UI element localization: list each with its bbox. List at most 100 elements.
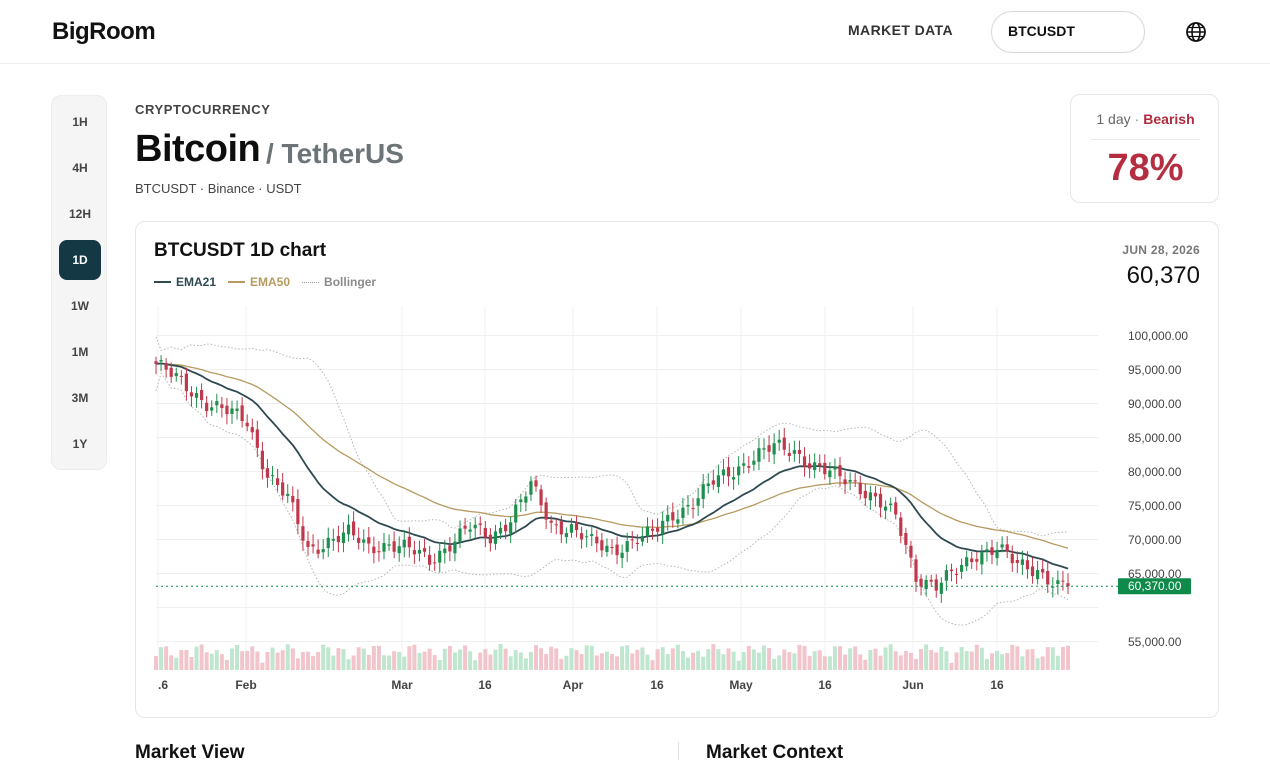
candle-body — [620, 552, 624, 558]
nav-market-data[interactable]: MARKET DATA — [848, 22, 953, 38]
volume-bar — [934, 652, 939, 670]
candle-body — [585, 536, 589, 538]
volume-bar — [990, 653, 994, 670]
volume-bar — [447, 645, 452, 670]
ema50-line — [155, 363, 1069, 549]
legend-ema21[interactable]: EMA21 — [154, 275, 216, 289]
timeframe-1d[interactable]: 1D — [59, 240, 101, 280]
candle-body — [894, 502, 898, 515]
x-tick-label: May — [729, 678, 753, 692]
candle-body — [681, 507, 685, 519]
price-chart[interactable]: 100,000.00 95,000.00 90,000.00 85,000.00 80,… — [136, 222, 1218, 717]
candle-body — [944, 570, 948, 581]
volume-bar — [280, 650, 285, 670]
candle-body — [519, 499, 523, 503]
candle-body — [1051, 586, 1055, 588]
y-tick-label: 75,000.00 — [1128, 499, 1182, 513]
candle-body — [524, 496, 528, 503]
timeframe-1m[interactable]: 1M — [71, 345, 89, 359]
timeframe-4h[interactable]: 4H — [72, 161, 88, 175]
candle-body — [504, 524, 508, 532]
candle-body — [326, 537, 330, 549]
y-tick-label: 70,000.00 — [1128, 533, 1182, 547]
x-tick-label: Mar — [391, 678, 413, 692]
volume-bar — [346, 659, 351, 670]
candle-body — [899, 517, 903, 536]
legend-ema50[interactable]: EMA50 — [228, 275, 290, 289]
volume-bar — [326, 647, 331, 670]
candle-body — [676, 519, 680, 524]
volume-bar — [762, 645, 766, 670]
candle-body — [605, 545, 609, 552]
y-tick-label: 90,000.00 — [1128, 397, 1182, 411]
candle-body — [828, 470, 832, 478]
candle-body — [742, 463, 746, 466]
volume-bar — [387, 655, 392, 670]
volume-bar — [604, 651, 609, 670]
candle-body — [514, 504, 518, 523]
candle-body — [352, 521, 356, 536]
candle-body — [407, 536, 411, 548]
candle-body — [422, 548, 427, 552]
symbol-search-input[interactable] — [1008, 23, 1128, 39]
volume-bar — [463, 645, 468, 670]
volume-bar — [544, 653, 549, 670]
volume-bar — [1015, 646, 1020, 670]
chart-last-price: 60,370 — [1126, 262, 1200, 289]
volume-bar — [721, 654, 726, 670]
timeframe-1w[interactable]: 1W — [71, 299, 89, 313]
candle-body — [640, 535, 644, 542]
volume-bar — [625, 645, 630, 670]
candle-body — [1020, 559, 1024, 565]
timeframe-1y[interactable]: 1Y — [72, 437, 88, 451]
candle-body — [878, 493, 883, 508]
candle-body — [397, 546, 401, 554]
volume-bar — [356, 647, 361, 670]
candle-body — [1000, 544, 1004, 548]
volume-bar — [964, 651, 969, 670]
volume-bar — [706, 649, 711, 670]
volume-bar — [686, 657, 690, 670]
candle-body — [1015, 559, 1019, 564]
volume-bar — [822, 656, 827, 670]
timeframe-3m[interactable]: 3M — [71, 391, 89, 405]
volume-bar — [898, 655, 903, 670]
volume-bar — [620, 646, 625, 670]
candle-body — [296, 499, 300, 525]
candle-body — [757, 448, 761, 462]
candle-body — [954, 573, 959, 575]
volume-bar — [382, 655, 386, 670]
candle-body — [549, 520, 553, 523]
candle-body — [463, 525, 467, 529]
legend-bollinger[interactable]: Bollinger — [302, 275, 376, 289]
brand-logo[interactable]: BigRoom — [52, 18, 156, 45]
candle-body — [772, 443, 776, 455]
volume-bar — [914, 658, 918, 670]
volume-bar — [1005, 653, 1010, 670]
symbol-search[interactable] — [991, 11, 1145, 53]
volume-bar — [949, 662, 954, 670]
volume-bar — [402, 656, 407, 670]
candle-body — [245, 422, 249, 427]
candle-body — [488, 534, 492, 544]
volume-bar — [594, 655, 599, 670]
candle-body — [235, 408, 239, 411]
candle-body — [625, 541, 629, 552]
candle-body — [250, 427, 254, 433]
volume-bar — [549, 646, 554, 670]
volume-bar — [802, 645, 807, 670]
candle-body — [189, 392, 194, 397]
candle-body — [1056, 580, 1060, 585]
volume-bar — [240, 651, 245, 670]
timeframe-1h[interactable]: 1H — [72, 115, 88, 129]
candle-body — [569, 524, 574, 533]
volume-bar — [407, 646, 412, 670]
sentiment-card: 1 day · Bearish 78% — [1070, 94, 1219, 203]
volume-bar — [807, 655, 812, 670]
x-tick-label: 16 — [478, 678, 492, 692]
volume-bar — [488, 654, 493, 670]
timeframe-12h[interactable]: 12H — [68, 207, 91, 221]
globe-icon[interactable] — [1184, 20, 1208, 44]
volume-bar — [701, 656, 706, 670]
volume-bar — [650, 660, 655, 670]
